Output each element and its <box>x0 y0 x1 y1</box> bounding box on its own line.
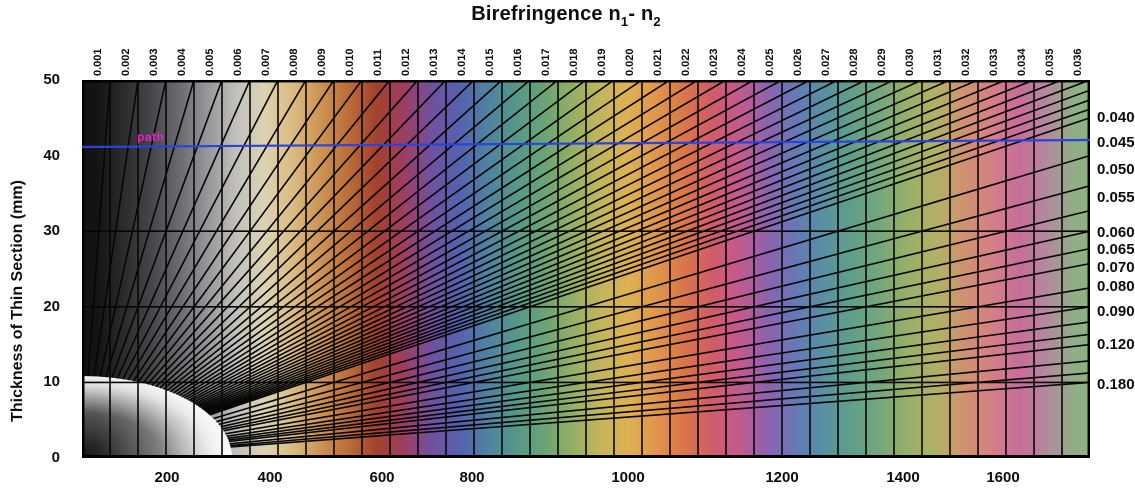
top-axis-tick: 0.030 <box>904 48 916 76</box>
top-axis-tick: 0.009 <box>316 48 328 76</box>
top-axis-tick: 0.008 <box>288 48 300 76</box>
top-axis-tick: 0.002 <box>120 48 132 76</box>
left-axis-tick: 20 <box>43 297 60 315</box>
top-axis-tick: 0.025 <box>764 48 776 76</box>
top-axis-tick: 0.036 <box>1072 48 1084 76</box>
top-axis-tick: 0.022 <box>680 48 692 76</box>
left-axis-tick: 0 <box>51 449 60 466</box>
right-axis-tick: 0.070 <box>1097 259 1135 276</box>
top-axis-tick: 0.018 <box>568 48 580 76</box>
top-axis-tick: 0.032 <box>960 48 972 76</box>
top-axis-tick: 0.006 <box>232 48 244 76</box>
bottom-axis-tick: 1000 <box>611 469 645 486</box>
chart-title-separator: - n <box>628 3 654 25</box>
right-axis-tick: 0.050 <box>1097 161 1135 178</box>
right-axis-tick: 0.090 <box>1097 303 1135 320</box>
top-axis-tick: 0.001 <box>92 48 104 76</box>
top-axis-tick: 0.014 <box>456 48 468 76</box>
path-label[interactable]: path <box>137 130 165 144</box>
bottom-axis-tick: 800 <box>459 469 485 486</box>
right-axis-tick: 0.060 <box>1097 224 1135 241</box>
top-axis-tick: 0.035 <box>1044 48 1056 76</box>
top-axis-tick: 0.028 <box>848 48 860 76</box>
top-axis-tick: 0.029 <box>876 48 888 76</box>
right-axis-tick: 0.045 <box>1097 134 1135 151</box>
chart-title-sub1: 1 <box>620 14 629 29</box>
top-axis-tick: 0.027 <box>820 48 832 76</box>
chart-title-prefix: Birefringence n <box>471 3 621 25</box>
top-axis-tick: 0.033 <box>988 48 1000 76</box>
top-axis-tick: 0.023 <box>708 48 720 76</box>
left-axis-tick: 40 <box>43 146 60 164</box>
top-axis-tick: 0.021 <box>652 48 664 76</box>
right-axis-tick: 0.065 <box>1097 241 1135 258</box>
bottom-axis-tick: 1600 <box>986 469 1020 486</box>
right-axis-tick: 0.120 <box>1097 336 1135 353</box>
bottom-axis-tick: 1200 <box>765 469 799 486</box>
path-line[interactable] <box>81 138 1091 149</box>
right-axis-tick: 0.080 <box>1097 278 1135 295</box>
right-axis-tick: 0.180 <box>1097 376 1135 393</box>
top-axis-tick: 0.026 <box>792 48 804 76</box>
chart-title-sub2: 2 <box>653 14 661 29</box>
top-axis-tick: 0.019 <box>596 48 608 76</box>
top-axis-tick: 0.007 <box>260 48 272 76</box>
left-axis-tick: 30 <box>43 222 60 240</box>
bottom-axis-tick: 400 <box>257 469 283 486</box>
top-axis-tick: 0.005 <box>204 48 216 76</box>
right-axis-tick: 0.040 <box>1097 109 1135 126</box>
right-axis-tick: 0.055 <box>1097 189 1135 206</box>
top-axis-tick: 0.011 <box>372 49 384 76</box>
top-axis-tick: 0.015 <box>484 48 496 76</box>
interference-color-plot <box>0 79 1091 497</box>
birefringence-fan-lines <box>87 79 1091 448</box>
left-axis-tick: 10 <box>43 373 60 391</box>
top-axis-tick: 0.031 <box>932 48 944 76</box>
top-axis-tick: 0.013 <box>428 48 440 76</box>
top-axis-tick: 0.012 <box>400 48 412 76</box>
top-axis-tick: 0.034 <box>1016 48 1028 76</box>
bottom-axis-tick: 1400 <box>886 469 920 486</box>
bottom-axis-tick: 600 <box>369 469 395 486</box>
top-axis-tick: 0.010 <box>344 48 356 76</box>
left-axis-tick: 50 <box>43 71 60 88</box>
top-axis-tick: 0.020 <box>624 48 636 76</box>
top-axis-tick: 0.024 <box>736 48 748 76</box>
top-axis-tick: 0.003 <box>148 48 160 76</box>
bottom-axis-tick: 200 <box>154 469 180 486</box>
top-axis-tick: 0.017 <box>540 48 552 76</box>
top-axis-tick: 0.004 <box>176 48 188 76</box>
top-axis-tick: 0.016 <box>512 48 524 76</box>
plot-area <box>0 79 1091 497</box>
chart-title: Birefringence n1- n2 <box>62 3 1070 29</box>
